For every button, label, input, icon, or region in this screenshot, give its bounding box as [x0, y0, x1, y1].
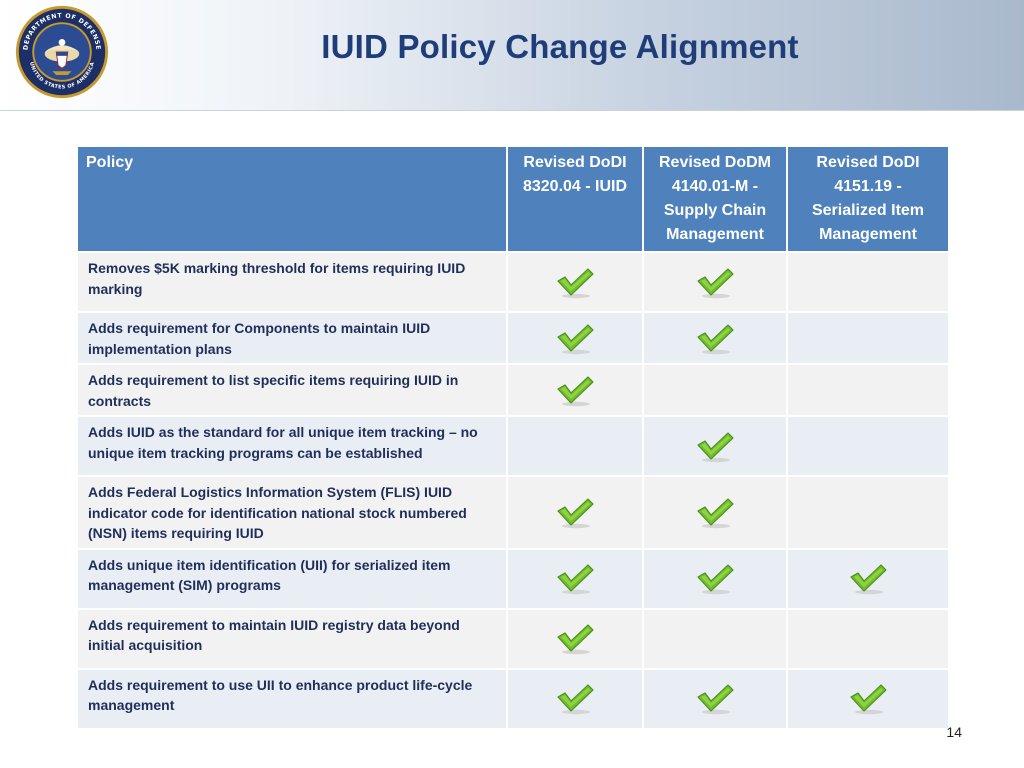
check-cell	[642, 251, 788, 313]
checkmark-icon	[555, 322, 595, 356]
table-row: Adds requirement to maintain IUID regist…	[76, 607, 950, 670]
column-header-dodi-4151: Revised DoDI 4151.19 - Serialized Item M…	[786, 145, 950, 253]
checkmark-icon	[555, 562, 595, 596]
check-cell	[506, 667, 644, 730]
table-row: Adds unique item identification (UII) fo…	[76, 547, 950, 610]
column-header-dodm-4140: Revised DoDM 4140.01-M - Supply Chain Ma…	[642, 145, 788, 253]
slide-header-band: DEPARTMENT OF DEFENSE UNITED STATES OF A…	[0, 0, 1024, 111]
checkmark-icon	[695, 322, 735, 356]
policy-cell: Adds requirement for Components to maint…	[76, 311, 508, 365]
check-cell	[642, 667, 788, 730]
policy-cell: Adds unique item identification (UII) fo…	[76, 547, 508, 610]
check-cell	[786, 667, 950, 730]
check-cell	[506, 363, 644, 417]
checkmark-icon	[555, 682, 595, 716]
table-row: Adds requirement for Components to maint…	[76, 311, 950, 365]
check-cell	[786, 251, 950, 313]
check-cell	[786, 363, 950, 417]
check-cell	[642, 547, 788, 610]
checkmark-icon	[555, 496, 595, 530]
table-row: Removes $5K marking threshold for items …	[76, 251, 950, 313]
check-cell	[786, 607, 950, 670]
policy-cell: Adds Federal Logistics Information Syste…	[76, 475, 508, 550]
checkmark-icon	[555, 374, 595, 408]
table-row: Adds IUID as the standard for all unique…	[76, 415, 950, 477]
table-row: Adds requirement to list specific items …	[76, 363, 950, 417]
page-number: 14	[946, 724, 962, 740]
check-cell	[506, 475, 644, 550]
checkmark-icon	[695, 430, 735, 464]
checkmark-icon	[695, 682, 735, 716]
checkmark-icon	[555, 266, 595, 300]
table-header-row: Policy Revised DoDI 8320.04 - IUID Revis…	[76, 145, 950, 253]
policy-cell: Removes $5K marking threshold for items …	[76, 251, 508, 313]
policy-cell: Adds IUID as the standard for all unique…	[76, 415, 508, 477]
checkmark-icon	[848, 682, 888, 716]
table-row: Adds Federal Logistics Information Syste…	[76, 475, 950, 550]
policy-cell: Adds requirement to list specific items …	[76, 363, 508, 417]
policy-alignment-table: Policy Revised DoDI 8320.04 - IUID Revis…	[76, 145, 950, 730]
check-cell	[506, 607, 644, 670]
department-of-defense-seal-icon: DEPARTMENT OF DEFENSE UNITED STATES OF A…	[15, 5, 109, 99]
check-cell	[642, 415, 788, 477]
check-cell	[786, 475, 950, 550]
checkmark-icon	[695, 562, 735, 596]
column-header-dodi-8320: Revised DoDI 8320.04 - IUID	[506, 145, 644, 253]
checkmark-icon	[848, 562, 888, 596]
check-cell	[786, 311, 950, 365]
policy-cell: Adds requirement to maintain IUID regist…	[76, 607, 508, 670]
checkmark-icon	[695, 496, 735, 530]
check-cell	[786, 415, 950, 477]
check-cell	[642, 607, 788, 670]
column-header-policy: Policy	[76, 145, 508, 253]
check-cell	[506, 311, 644, 365]
policy-cell: Adds requirement to use UII to enhance p…	[76, 667, 508, 730]
table-row: Adds requirement to use UII to enhance p…	[76, 667, 950, 730]
check-cell	[506, 251, 644, 313]
check-cell	[786, 547, 950, 610]
check-cell	[642, 363, 788, 417]
page-title: IUID Policy Change Alignment	[321, 28, 799, 65]
check-cell	[506, 547, 644, 610]
checkmark-icon	[555, 622, 595, 656]
check-cell	[506, 415, 644, 477]
checkmark-icon	[695, 266, 735, 300]
check-cell	[642, 475, 788, 550]
check-cell	[642, 311, 788, 365]
